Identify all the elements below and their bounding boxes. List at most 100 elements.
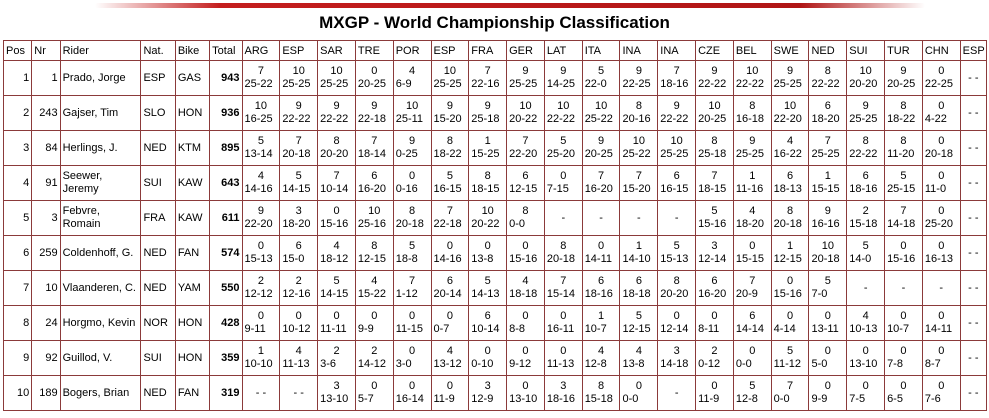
heat-scores: 7-8 <box>887 358 903 370</box>
heat-scores: 16-14 <box>395 393 424 405</box>
race-points: 0 <box>484 240 491 252</box>
heat-scores: 13-10 <box>849 358 878 370</box>
heat-scores: 12-15 <box>509 183 538 195</box>
race-result: 0 11-15 <box>392 305 432 341</box>
race-points: 9 <box>787 65 794 77</box>
race-points: 7 <box>484 65 491 77</box>
position: 9 <box>2 340 33 376</box>
race-result: 4 18-18 <box>506 270 545 306</box>
heat-scores: 4-22 <box>924 113 947 125</box>
race-points: 2 <box>257 275 264 287</box>
heat-scores: 25-20 <box>924 218 953 230</box>
race-result: 7 25-25 <box>808 130 848 166</box>
heat-scores: 25-25 <box>773 78 802 90</box>
race-result: 8 20-18 <box>392 200 432 236</box>
heat-scores: 13-8 <box>622 358 645 370</box>
race-result: 4 14-16 <box>241 165 281 201</box>
race-points: 5 <box>787 345 794 357</box>
rider-name: Guillod, V. <box>59 340 142 376</box>
race-result: 5 14-15 <box>279 165 319 201</box>
heat-scores: 25-22 <box>244 78 273 90</box>
race-points: 8 <box>900 100 907 112</box>
race-points: 0 <box>900 380 907 392</box>
race-points: 0 <box>522 380 529 392</box>
race-points: 8 <box>446 135 453 147</box>
position: 3 <box>2 130 33 166</box>
heat-scores: 22-22 <box>849 148 878 160</box>
heat-scores: 7-0 <box>811 288 828 300</box>
race-result: 3 12-9 <box>468 375 508 411</box>
race-result: 0 11-13 <box>543 340 583 376</box>
race-result: 5 14-0 <box>846 235 886 271</box>
race-points: 0 <box>900 240 907 252</box>
heat-scores: 25-20 <box>546 148 576 160</box>
race-result: 8 15-18 <box>581 375 621 411</box>
column-header: ITA <box>581 40 621 61</box>
race-points: 10 <box>254 100 268 112</box>
race-result: 0 9-11 <box>241 305 281 341</box>
race-points: 8 <box>749 100 756 112</box>
race-points: 10 <box>594 100 608 112</box>
heat-scores: 8-11 <box>698 323 720 335</box>
rider-name: Febvre, Romain <box>59 200 142 236</box>
race-points: 0 <box>862 380 869 392</box>
race-result: 0 10-12 <box>279 305 319 341</box>
heat-scores: 25-22 <box>584 113 613 125</box>
heat-scores: 16-25 <box>244 113 273 125</box>
race-result: 0 14-11 <box>581 235 621 271</box>
race-points: 8 <box>900 135 907 147</box>
heat-scores: 12-14 <box>698 253 727 265</box>
heat-scores: 18-20 <box>811 113 840 125</box>
race-result: 10 20-20 <box>846 60 886 96</box>
race-result: 6 16-20 <box>354 165 394 201</box>
race-result: 9 0-25 <box>392 130 432 166</box>
race-points: 6 <box>749 310 756 322</box>
rider-row: 10 189 Bogers, Brian NED FAN 319- -- -3 13-10 0… <box>2 375 988 411</box>
race-points: 6 <box>295 240 302 252</box>
race-points: 6 <box>673 170 680 182</box>
column-header: Nr <box>31 40 61 61</box>
race-result: 5 25-15 <box>884 165 923 201</box>
rider-name: Horgmo, Kevin <box>59 305 142 341</box>
number: 259 <box>31 235 61 271</box>
race-points: 0 <box>371 65 378 77</box>
total-points: 574 <box>209 235 243 271</box>
race-result: 9 20-25 <box>884 60 923 96</box>
race-empty: - - <box>241 375 281 411</box>
heat-scores: 16-16 <box>811 218 840 230</box>
heat-scores: 25-11 <box>395 113 424 125</box>
race-points: 0 <box>409 345 416 357</box>
race-result: 0 11-0 <box>921 165 961 201</box>
heat-scores: 25-25 <box>811 148 840 160</box>
bike: KAW <box>174 165 211 201</box>
race-result: 8 18-15 <box>468 165 508 201</box>
heat-scores: 7-5 <box>849 393 866 405</box>
race-points: 6 <box>824 100 831 112</box>
race-points: 0 <box>409 170 416 182</box>
heat-scores: 12-12 <box>244 288 273 300</box>
heat-scores: 16-20 <box>357 183 387 195</box>
bike: YAM <box>174 270 211 306</box>
race-result: 7 22-16 <box>468 60 508 96</box>
heat-scores: 14-0 <box>849 253 872 265</box>
nationality: NED <box>140 375 176 411</box>
race-points: 0 <box>333 205 340 217</box>
race-points: 8 <box>673 275 680 287</box>
column-header: SWE <box>770 40 810 61</box>
race-points: 8 <box>862 135 869 147</box>
number: 189 <box>31 375 61 411</box>
race-result: 5 12-15 <box>619 305 659 341</box>
heat-scores: 0-0 <box>509 218 525 230</box>
column-header: NED <box>808 40 848 61</box>
race-points: 6 <box>598 275 605 287</box>
race-points: 1 <box>484 135 491 147</box>
heat-scores: 22-25 <box>924 78 953 90</box>
nationality: SLO <box>140 95 176 131</box>
race-points: 6 <box>446 275 453 287</box>
race-points: 0 <box>938 170 945 182</box>
classification-table: Pos Nr Rider Nat. Bike Total ARG ESP SAR TRE POR ES… <box>2 40 988 411</box>
race-result: 3 14-18 <box>657 340 697 376</box>
race-points: 5 <box>673 240 680 252</box>
race-points: 9 <box>635 65 642 77</box>
race-result: 0 9-12 <box>506 340 545 376</box>
